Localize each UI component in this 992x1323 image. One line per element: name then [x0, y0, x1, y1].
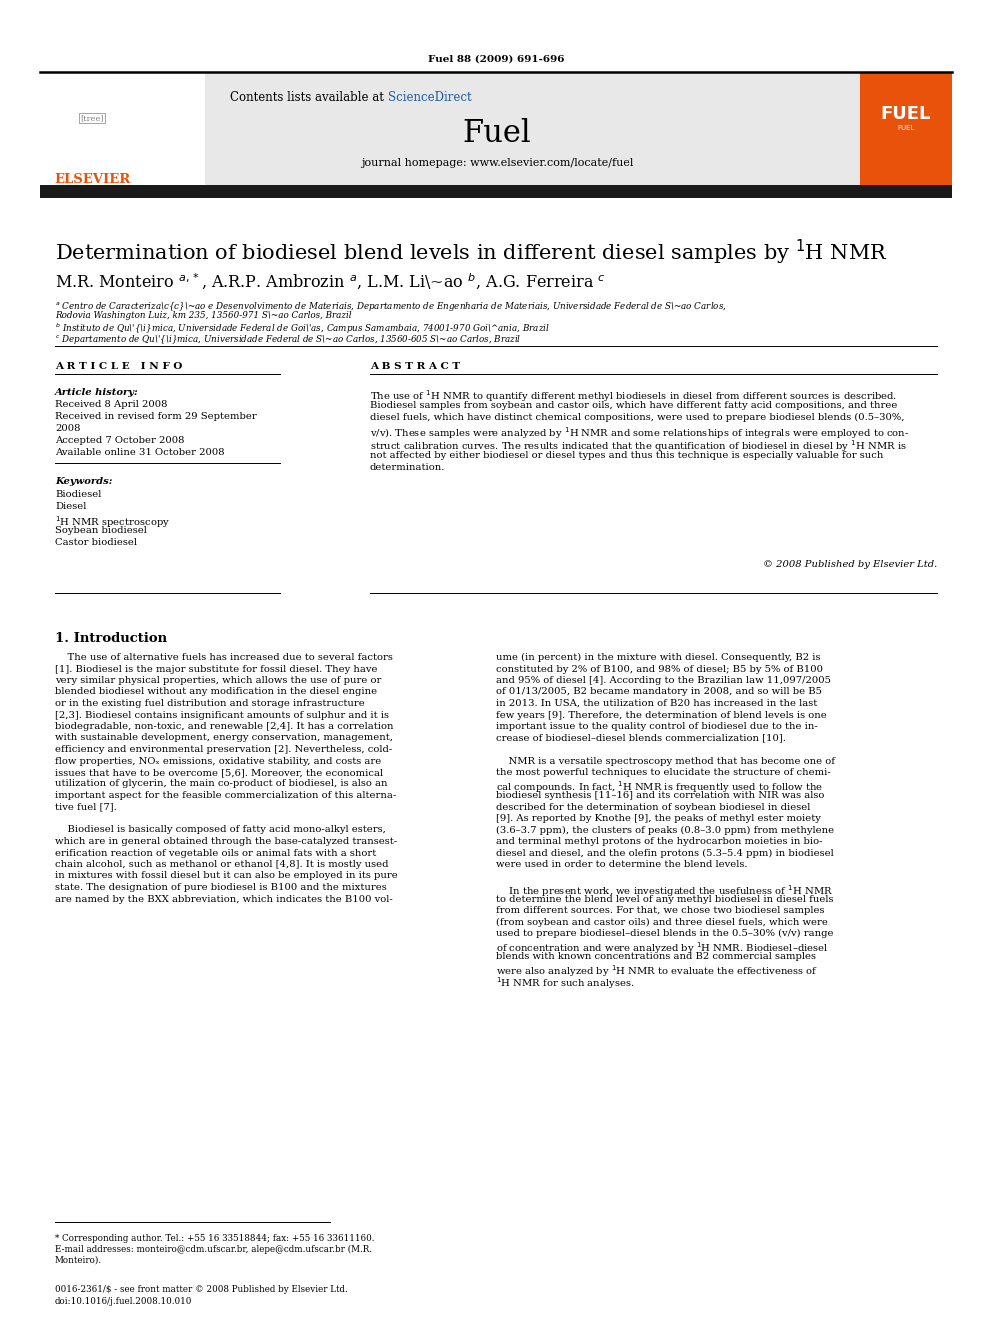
Text: Available online 31 October 2008: Available online 31 October 2008 — [55, 448, 224, 456]
Text: [1]. Biodiesel is the major substitute for fossil diesel. They have: [1]. Biodiesel is the major substitute f… — [55, 664, 378, 673]
Text: the most powerful techniques to elucidate the structure of chemi-: the most powerful techniques to elucidat… — [496, 767, 830, 777]
Text: Article history:: Article history: — [55, 388, 139, 397]
Text: The use of $^1$H NMR to quantify different methyl biodiesels in diesel from diff: The use of $^1$H NMR to quantify differe… — [370, 388, 897, 404]
Text: important aspect for the feasible commercialization of this alterna-: important aspect for the feasible commer… — [55, 791, 396, 800]
Text: biodegradable, non-toxic, and renewable [2,4]. It has a correlation: biodegradable, non-toxic, and renewable … — [55, 722, 394, 732]
Text: Monteiro).: Monteiro). — [55, 1256, 102, 1265]
Text: Received in revised form 29 September: Received in revised form 29 September — [55, 411, 257, 421]
Text: and 95% of diesel [4]. According to the Brazilian law 11,097/2005: and 95% of diesel [4]. According to the … — [496, 676, 831, 685]
Text: cal compounds. In fact, $^1$H NMR is frequently used to follow the: cal compounds. In fact, $^1$H NMR is fre… — [496, 779, 823, 795]
Text: from different sources. For that, we chose two biodiesel samples: from different sources. For that, we cho… — [496, 906, 824, 916]
Text: (from soybean and castor oils) and three diesel fuels, which were: (from soybean and castor oils) and three… — [496, 917, 828, 926]
Text: $^b$ Instituto de Qu\'{\i}mica, Universidade Federal de Goi\'as, Campus Samambai: $^b$ Instituto de Qu\'{\i}mica, Universi… — [55, 321, 550, 336]
Text: $^1$H NMR for such analyses.: $^1$H NMR for such analyses. — [496, 975, 635, 991]
Text: journal homepage: www.elsevier.com/locate/fuel: journal homepage: www.elsevier.com/locat… — [361, 157, 633, 168]
Text: diesel and diesel, and the olefin protons (5.3–5.4 ppm) in biodiesel: diesel and diesel, and the olefin proton… — [496, 848, 833, 857]
Text: to determine the blend level of any methyl biodiesel in diesel fuels: to determine the blend level of any meth… — [496, 894, 833, 904]
Text: important issue to the quality control of biodiesel due to the in-: important issue to the quality control o… — [496, 722, 817, 732]
Text: [tree]: [tree] — [80, 114, 104, 122]
Text: In the present work, we investigated the usefulness of $^1$H NMR: In the present work, we investigated the… — [496, 882, 833, 898]
Text: are named by the BXX abbreviation, which indicates the B100 vol-: are named by the BXX abbreviation, which… — [55, 894, 393, 904]
Text: FUEL: FUEL — [898, 124, 915, 131]
Bar — [860, 71, 952, 185]
Text: crease of biodiesel–diesel blends commercialization [10].: crease of biodiesel–diesel blends commer… — [496, 733, 786, 742]
Text: Contents lists available at: Contents lists available at — [230, 91, 388, 105]
Text: Biodiesel samples from soybean and castor oils, which have different fatty acid : Biodiesel samples from soybean and casto… — [370, 401, 898, 410]
Bar — [40, 71, 952, 185]
Text: The use of alternative fuels has increased due to several factors: The use of alternative fuels has increas… — [55, 654, 393, 662]
Text: struct calibration curves. The results indicated that the quantification of biod: struct calibration curves. The results i… — [370, 438, 907, 454]
Bar — [40, 185, 952, 198]
Text: Castor biodiesel: Castor biodiesel — [55, 538, 137, 546]
Text: © 2008 Published by Elsevier Ltd.: © 2008 Published by Elsevier Ltd. — [763, 560, 937, 569]
Text: A B S T R A C T: A B S T R A C T — [370, 363, 460, 370]
Text: Biodiesel: Biodiesel — [55, 490, 101, 499]
Text: Biodiesel is basically composed of fatty acid mono-alkyl esters,: Biodiesel is basically composed of fatty… — [55, 826, 386, 835]
Text: were used in order to determine the blend levels.: were used in order to determine the blen… — [496, 860, 748, 869]
Text: Soybean biodiesel: Soybean biodiesel — [55, 527, 147, 534]
Text: or in the existing fuel distribution and storage infrastructure: or in the existing fuel distribution and… — [55, 699, 365, 708]
Text: (3.6–3.7 ppm), the clusters of peaks (0.8–3.0 ppm) from methylene: (3.6–3.7 ppm), the clusters of peaks (0.… — [496, 826, 834, 835]
Text: used to prepare biodiesel–diesel blends in the 0.5–30% (v/v) range: used to prepare biodiesel–diesel blends … — [496, 929, 833, 938]
Text: FUEL: FUEL — [881, 105, 931, 123]
Text: 0016-2361/$ - see front matter © 2008 Published by Elsevier Ltd.: 0016-2361/$ - see front matter © 2008 Pu… — [55, 1285, 348, 1294]
Text: described for the determination of soybean biodiesel in diesel: described for the determination of soybe… — [496, 803, 810, 811]
Text: ume (in percent) in the mixture with diesel. Consequently, B2 is: ume (in percent) in the mixture with die… — [496, 654, 820, 662]
Text: flow properties, NOₓ emissions, oxidative stability, and costs are: flow properties, NOₓ emissions, oxidativ… — [55, 757, 381, 766]
Text: A R T I C L E   I N F O: A R T I C L E I N F O — [55, 363, 183, 370]
Text: Fuel: Fuel — [462, 118, 532, 149]
Text: and terminal methyl protons of the hydrocarbon moieties in bio-: and terminal methyl protons of the hydro… — [496, 837, 822, 845]
Text: $^a$ Centro de Caracteriza\c{c}\~ao e Desenvolvimento de Materiais, Departamento: $^a$ Centro de Caracteriza\c{c}\~ao e De… — [55, 300, 727, 314]
Text: diesel fuels, which have distinct chemical compositions, were used to prepare bi: diesel fuels, which have distinct chemic… — [370, 413, 905, 422]
Text: with sustainable development, energy conservation, management,: with sustainable development, energy con… — [55, 733, 393, 742]
Text: Fuel 88 (2009) 691-696: Fuel 88 (2009) 691-696 — [428, 56, 564, 64]
Text: chain alcohol, such as methanol or ethanol [4,8]. It is mostly used: chain alcohol, such as methanol or ethan… — [55, 860, 389, 869]
Text: doi:10.1016/j.fuel.2008.10.010: doi:10.1016/j.fuel.2008.10.010 — [55, 1297, 192, 1306]
Text: utilization of glycerin, the main co-product of biodiesel, is also an: utilization of glycerin, the main co-pro… — [55, 779, 388, 789]
Text: 1. Introduction: 1. Introduction — [55, 632, 167, 646]
Text: issues that have to be overcome [5,6]. Moreover, the economical: issues that have to be overcome [5,6]. M… — [55, 767, 383, 777]
Text: very similar physical properties, which allows the use of pure or: very similar physical properties, which … — [55, 676, 381, 685]
Text: not affected by either biodiesel or diesel types and thus this technique is espe: not affected by either biodiesel or dies… — [370, 451, 883, 459]
Text: Diesel: Diesel — [55, 501, 86, 511]
Text: in mixtures with fossil diesel but it can also be employed in its pure: in mixtures with fossil diesel but it ca… — [55, 872, 398, 881]
Text: Determination of biodiesel blend levels in different diesel samples by $^1$H NMR: Determination of biodiesel blend levels … — [55, 238, 888, 267]
Text: tive fuel [7].: tive fuel [7]. — [55, 803, 117, 811]
Text: 2008: 2008 — [55, 423, 80, 433]
Text: of concentration and were analyzed by $^1$H NMR. Biodiesel–diesel: of concentration and were analyzed by $^… — [496, 941, 828, 957]
Text: state. The designation of pure biodiesel is B100 and the mixtures: state. The designation of pure biodiesel… — [55, 882, 387, 892]
Text: biodiesel synthesis [11–16] and its correlation with NIR was also: biodiesel synthesis [11–16] and its corr… — [496, 791, 824, 800]
Text: few years [9]. Therefore, the determination of blend levels is one: few years [9]. Therefore, the determinat… — [496, 710, 826, 720]
Text: [9]. As reported by Knothe [9], the peaks of methyl ester moiety: [9]. As reported by Knothe [9], the peak… — [496, 814, 820, 823]
Text: of 01/13/2005, B2 became mandatory in 2008, and so will be B5: of 01/13/2005, B2 became mandatory in 20… — [496, 688, 822, 696]
Text: were also analyzed by $^1$H NMR to evaluate the effectiveness of: were also analyzed by $^1$H NMR to evalu… — [496, 963, 818, 979]
Text: Received 8 April 2008: Received 8 April 2008 — [55, 400, 168, 409]
Text: v/v). These samples were analyzed by $^1$H NMR and some relationships of integra: v/v). These samples were analyzed by $^1… — [370, 426, 910, 442]
Text: ELSEVIER: ELSEVIER — [54, 173, 130, 187]
Text: $^c$ Departamento de Qu\'{\i}mica, Universidade Federal de S\~ao Carlos, 13560-6: $^c$ Departamento de Qu\'{\i}mica, Unive… — [55, 333, 521, 347]
Bar — [40, 71, 205, 185]
Text: blended biodiesel without any modification in the diesel engine: blended biodiesel without any modificati… — [55, 688, 377, 696]
Text: * Corresponding author. Tel.: +55 16 33518844; fax: +55 16 33611160.: * Corresponding author. Tel.: +55 16 335… — [55, 1234, 375, 1244]
Text: Keywords:: Keywords: — [55, 478, 112, 486]
Text: Rodovia Washington Luiz, km 235, 13560-971 S\~ao Carlos, Brazil: Rodovia Washington Luiz, km 235, 13560-9… — [55, 311, 351, 320]
Text: Accepted 7 October 2008: Accepted 7 October 2008 — [55, 437, 185, 445]
Text: NMR is a versatile spectroscopy method that has become one of: NMR is a versatile spectroscopy method t… — [496, 757, 835, 766]
Text: constituted by 2% of B100, and 98% of diesel; B5 by 5% of B100: constituted by 2% of B100, and 98% of di… — [496, 664, 823, 673]
Text: E-mail addresses: monteiro@cdm.ufscar.br, alepe@cdm.ufscar.br (M.R.: E-mail addresses: monteiro@cdm.ufscar.br… — [55, 1245, 372, 1254]
Text: efficiency and environmental preservation [2]. Nevertheless, cold-: efficiency and environmental preservatio… — [55, 745, 392, 754]
Text: which are in general obtained through the base-catalyzed transest-: which are in general obtained through th… — [55, 837, 397, 845]
Text: determination.: determination. — [370, 463, 445, 472]
Text: erification reaction of vegetable oils or animal fats with a short: erification reaction of vegetable oils o… — [55, 848, 376, 857]
Text: in 2013. In USA, the utilization of B20 has increased in the last: in 2013. In USA, the utilization of B20 … — [496, 699, 817, 708]
Text: M.R. Monteiro $^{a,*}$, A.R.P. Ambrozin $^a$, L.M. Li\~ao $^b$, A.G. Ferreira $^: M.R. Monteiro $^{a,*}$, A.R.P. Ambrozin … — [55, 273, 606, 292]
Text: [2,3]. Biodiesel contains insignificant amounts of sulphur and it is: [2,3]. Biodiesel contains insignificant … — [55, 710, 389, 720]
Text: ScienceDirect: ScienceDirect — [388, 91, 471, 105]
Text: blends with known concentrations and B2 commercial samples: blends with known concentrations and B2 … — [496, 953, 816, 960]
Text: $^1$H NMR spectroscopy: $^1$H NMR spectroscopy — [55, 515, 170, 529]
